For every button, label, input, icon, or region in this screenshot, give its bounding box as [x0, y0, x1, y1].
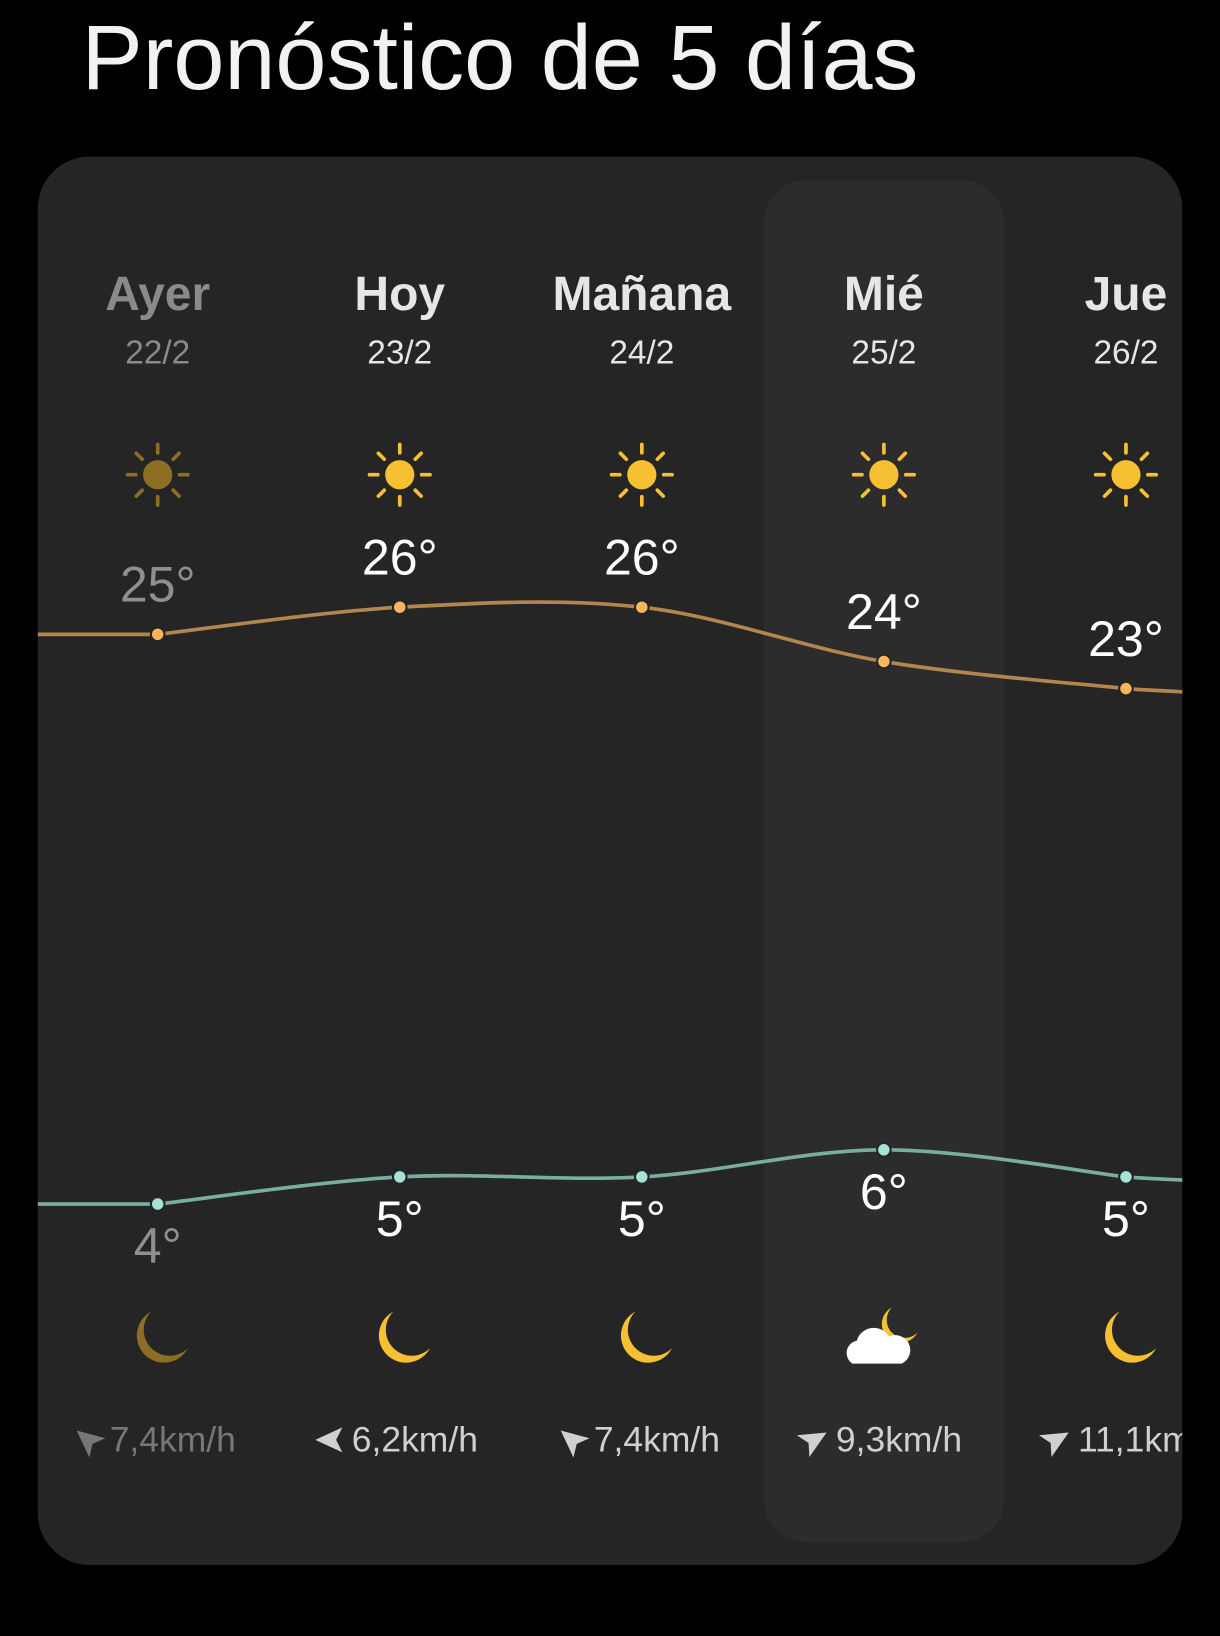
- forecast-content: Ayer 22/2 25° 4° 7,4km/h Hoy 23/2 26° 5° 6,2km/h M…: [37, 180, 1220, 1543]
- cloud-icon: [846, 1327, 911, 1364]
- day-name: Ayer: [105, 268, 210, 321]
- highlight-column[interactable]: [763, 180, 1004, 1543]
- sun-ray: [413, 488, 423, 498]
- low-dot: [391, 1169, 408, 1185]
- wind-arrow: [560, 1430, 590, 1458]
- high-dot: [1118, 680, 1134, 697]
- wind-arrow: [315, 1427, 343, 1453]
- moon-icon: [620, 1311, 673, 1363]
- sun-ray: [897, 488, 908, 498]
- day-name: Hoy: [354, 268, 445, 321]
- sun-ray: [860, 451, 871, 462]
- sun-ray: [171, 488, 181, 498]
- sun-ray: [376, 488, 387, 498]
- wind-speed: 9,3km/h: [836, 1419, 962, 1459]
- day-date: 25/2: [851, 335, 916, 372]
- sun-ray: [655, 451, 666, 462]
- sun-ray: [376, 451, 387, 462]
- low-dot: [876, 1141, 892, 1158]
- day-name: Mié: [844, 268, 924, 321]
- moon-icon: [881, 1307, 918, 1343]
- sun-ray: [618, 451, 629, 462]
- sun-ray: [171, 451, 181, 462]
- low-temp: 5°: [618, 1191, 666, 1247]
- sun-ray: [413, 451, 423, 462]
- sun-ray: [1139, 488, 1150, 498]
- low-temp: 6°: [860, 1164, 908, 1220]
- day-name: Mañana: [552, 268, 731, 321]
- wind-arrow: [76, 1430, 106, 1458]
- high-temp: 23°: [1088, 611, 1164, 667]
- high-dot: [633, 599, 650, 616]
- wind-speed: 6,2km/h: [352, 1419, 478, 1459]
- day-date: 26/2: [1093, 335, 1158, 372]
- low-temp: 5°: [1102, 1191, 1150, 1247]
- high-temp: 25°: [120, 557, 196, 613]
- day-date: 23/2: [367, 335, 432, 372]
- sun-icon: [385, 460, 415, 490]
- moon-icon: [136, 1311, 188, 1363]
- moon-icon: [1105, 1311, 1157, 1363]
- wind-speed: 7,4km/h: [110, 1419, 236, 1459]
- sun-ray: [1139, 451, 1150, 462]
- sun-ray: [618, 488, 629, 498]
- sun-icon: [869, 460, 899, 490]
- curve-extension: [1125, 1175, 1183, 1187]
- sun-ray: [860, 488, 871, 498]
- sun-ray: [655, 488, 666, 498]
- sun-icon: [1111, 460, 1141, 490]
- page-title: Pronóstico de 5 días: [82, 7, 919, 109]
- sun-ray: [897, 451, 908, 462]
- wind-speed: 11,1km/h: [1078, 1419, 1220, 1459]
- low-dot: [633, 1169, 650, 1185]
- sun-icon: [627, 460, 657, 490]
- low-temp: 5°: [376, 1191, 424, 1247]
- moon-icon: [378, 1311, 431, 1363]
- high-dot: [149, 626, 166, 643]
- day-date: 22/2: [125, 335, 190, 372]
- high-temp: 26°: [604, 530, 680, 586]
- sun-ray: [1102, 451, 1113, 462]
- sun-ray: [1102, 488, 1113, 498]
- day-name: Jue: [1085, 268, 1168, 321]
- high-dot: [876, 653, 892, 670]
- sun-icon: [143, 460, 173, 490]
- wind-speed: 7,4km/h: [594, 1419, 720, 1459]
- high-temp: 26°: [362, 530, 438, 586]
- sun-ray: [134, 451, 145, 462]
- low-dot: [1118, 1169, 1134, 1185]
- low-temp: 4°: [134, 1218, 182, 1274]
- day-date: 24/2: [609, 335, 674, 372]
- wind-arrow: [1038, 1432, 1069, 1457]
- high-temp: 24°: [846, 584, 922, 640]
- high-dot: [391, 599, 408, 616]
- curve-extension: [1125, 686, 1183, 699]
- wind-arrow: [796, 1432, 827, 1457]
- sun-ray: [134, 488, 145, 498]
- low-dot: [149, 1196, 166, 1212]
